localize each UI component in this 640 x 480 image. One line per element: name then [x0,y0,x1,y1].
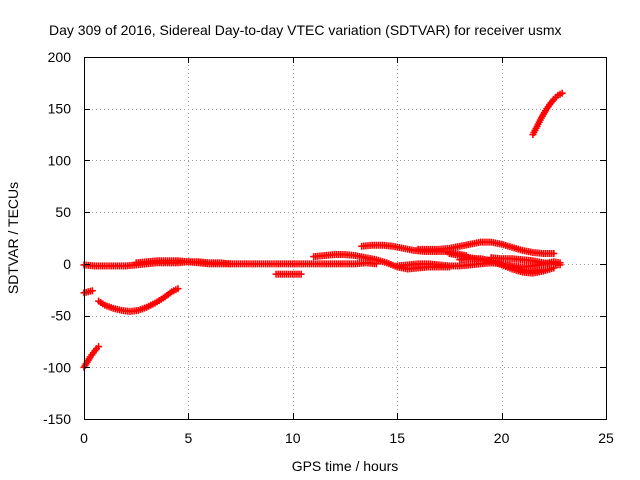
series-arc13 [487,254,564,269]
data-point [95,343,103,351]
data-point [550,250,558,258]
y-axis-title: SDTVAR / TECUs [5,182,21,294]
data-point [297,270,305,278]
data-point [558,89,566,97]
y-tick-label: -150 [43,411,71,427]
x-tick-label: 0 [80,430,88,446]
series-arc5 [132,257,234,268]
x-tick-label: 10 [285,430,301,446]
axis-ticks [84,57,607,420]
x-tick-label: 15 [389,430,405,446]
series-arc2 [80,287,96,297]
series-arc7 [310,251,453,273]
y-tick-label: 0 [63,256,71,272]
grid [84,57,606,419]
series-arc6 [272,270,305,278]
series-arc3 [95,285,182,315]
series-arc9 [414,238,558,258]
data-point [174,285,182,293]
data-point [556,261,564,269]
plot-frame [84,57,607,420]
tick-labels: 0 5 10 15 20 25 -150 -100 -50 0 50 100 150 200 [43,49,614,446]
y-tick-label: 200 [48,49,72,65]
y-tick-label: 100 [48,152,72,168]
series-arc14 [529,89,566,139]
data-point [226,260,234,268]
y-tick-label: 50 [55,204,71,220]
x-axis-title: GPS time / hours [292,458,399,474]
y-tick-label: -100 [43,359,71,375]
data-points [80,89,566,371]
x-tick-label: 25 [598,430,614,446]
y-tick-label: -50 [51,308,71,324]
y-tick-label: 150 [48,101,72,117]
x-tick-label: 20 [494,430,510,446]
chart-title: Day 309 of 2016, Sidereal Day-to-day VTE… [49,22,562,38]
data-point [88,287,96,295]
series-arc1 [80,343,103,371]
x-tick-label: 5 [185,430,193,446]
